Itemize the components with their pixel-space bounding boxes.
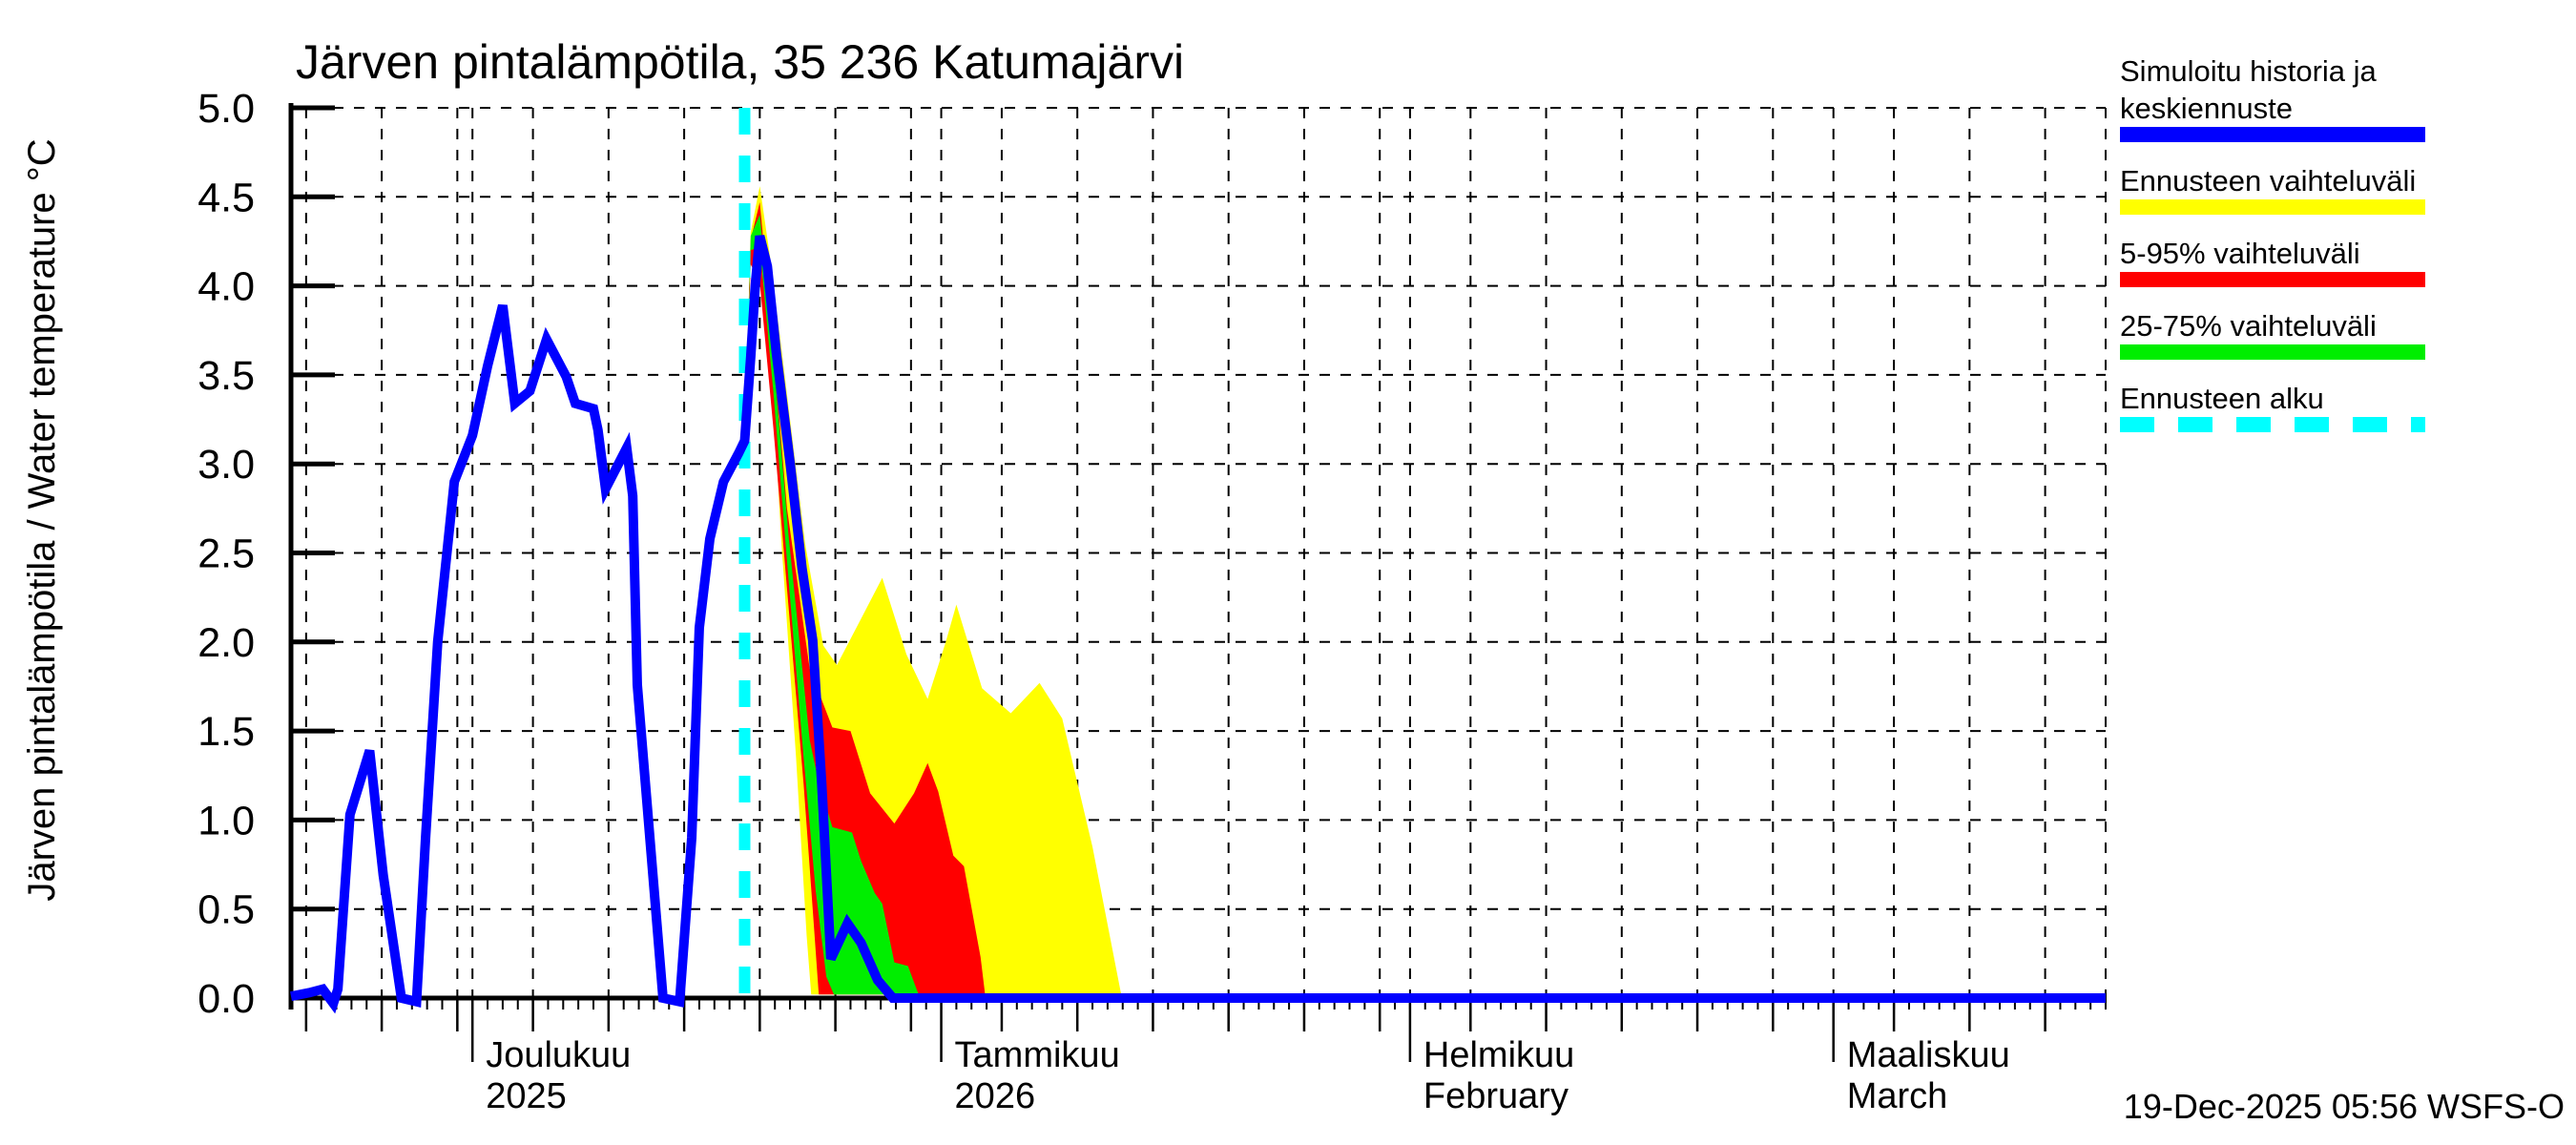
month-label: Helmikuu bbox=[1423, 1035, 1574, 1075]
forecast-bands-layer bbox=[744, 186, 1122, 995]
gridlines-layer bbox=[291, 107, 2107, 998]
month-sublabel: 2026 bbox=[955, 1076, 1036, 1116]
median-line bbox=[290, 235, 2106, 1014]
y-tick-label: 3.0 bbox=[197, 442, 255, 488]
legend-item-label: Ennusteen alku bbox=[2120, 382, 2324, 415]
legend-item-label: Simuloitu historia ja bbox=[2120, 54, 2378, 88]
month-sublabel: March bbox=[1847, 1076, 1948, 1116]
y-tick-label: 4.0 bbox=[197, 264, 255, 310]
month-sublabel: 2025 bbox=[486, 1076, 567, 1116]
axes-layer: 0.0 0.5 1.0 1.5 2.0 2.5 3.0 3.5 4.0 4.5 5.0 Jouluku… bbox=[197, 86, 2107, 1116]
y-axis-label: Järven pintalämpötila / Water temperatur… bbox=[21, 138, 63, 901]
legend-item-label: 5-95% vaihteluväli bbox=[2120, 237, 2360, 270]
y-tick-label: 4.5 bbox=[197, 175, 255, 220]
y-tick-label: 0.0 bbox=[197, 976, 255, 1022]
y-tick-label: 3.5 bbox=[197, 353, 255, 399]
y-tick-label: 1.0 bbox=[197, 798, 255, 843]
month-label: Tammikuu bbox=[955, 1035, 1120, 1075]
chart-title: Järven pintalämpötila, 35 236 Katumajärv… bbox=[296, 35, 1184, 89]
month-label: Joulukuu bbox=[486, 1035, 631, 1075]
timestamp-label: 19-Dec-2025 05:56 WSFS-O bbox=[2124, 1087, 2565, 1126]
y-tick-label: 5.0 bbox=[197, 86, 255, 132]
y-tick-label: 2.0 bbox=[197, 620, 255, 666]
y-tick-label: 2.5 bbox=[197, 531, 255, 577]
month-label: Maaliskuu bbox=[1847, 1035, 2010, 1075]
band-5-95 bbox=[744, 201, 986, 995]
y-tick-label: 1.5 bbox=[197, 709, 255, 755]
y-tick-label: 0.5 bbox=[197, 887, 255, 933]
legend-item-label: 25-75% vaihteluväli bbox=[2120, 309, 2377, 343]
legend: Simuloitu historia ja keskiennuste Ennuste… bbox=[2120, 54, 2425, 432]
band-25-75 bbox=[744, 214, 919, 995]
median-line-layer bbox=[290, 235, 2106, 1014]
month-sublabel: February bbox=[1423, 1076, 1568, 1116]
legend-item-label: Ennusteen vaihteluväli bbox=[2120, 164, 2416, 198]
legend-item-label: keskiennuste bbox=[2120, 92, 2293, 125]
